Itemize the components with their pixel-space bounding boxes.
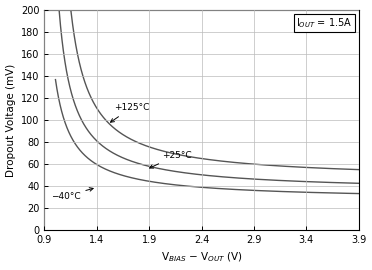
Text: +25°C: +25°C [150, 151, 192, 168]
Y-axis label: Dropout Voltage (mV): Dropout Voltage (mV) [6, 63, 16, 177]
Text: I$_{OUT}$ = 1.5A: I$_{OUT}$ = 1.5A [296, 16, 353, 30]
X-axis label: V$_{BIAS}$ $-$ V$_{OUT}$ (V): V$_{BIAS}$ $-$ V$_{OUT}$ (V) [161, 251, 243, 264]
Text: +125°C: +125°C [110, 103, 149, 122]
Text: −40°C: −40°C [51, 188, 93, 201]
